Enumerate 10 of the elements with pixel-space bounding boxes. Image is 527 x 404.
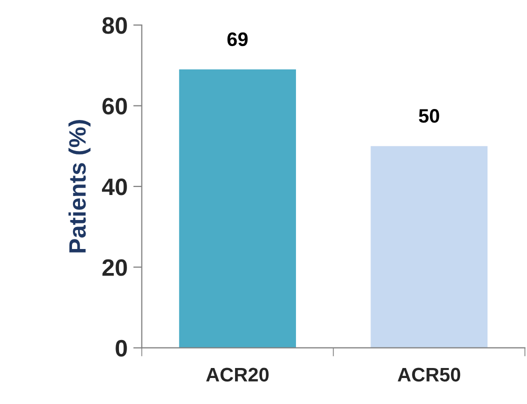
y-tick-label: 40: [102, 178, 127, 196]
data-label: 50: [418, 109, 440, 123]
y-tick-label: 20: [102, 259, 127, 276]
y-tick-label: 80: [102, 17, 127, 34]
y-tick-label: 0: [116, 340, 127, 357]
data-label: 69: [227, 32, 248, 46]
x-tick-label: ACR50: [398, 368, 460, 382]
y-axis-title: Patients (%): [68, 120, 91, 252]
x-tick-label: ACR20: [206, 368, 269, 382]
y-tick-label: 60: [102, 98, 127, 115]
